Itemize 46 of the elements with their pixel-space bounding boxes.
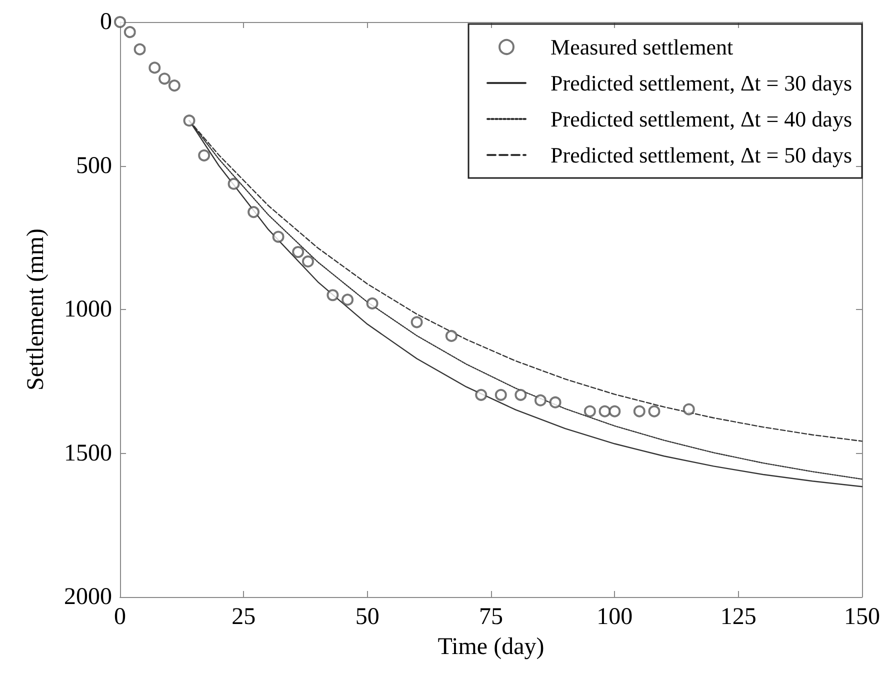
point — [494, 388, 507, 401]
point — [445, 330, 458, 342]
y-tick-label: 0 — [100, 9, 112, 35]
point — [514, 388, 527, 401]
legend-label: Predicted settlement, Δt = 40 days — [550, 106, 852, 132]
legend-label: Predicted settlement, Δt = 30 days — [550, 70, 852, 96]
point — [342, 294, 354, 306]
point — [228, 178, 240, 190]
point — [598, 405, 611, 418]
point — [124, 26, 136, 38]
point — [148, 62, 161, 74]
point — [198, 149, 210, 162]
point — [549, 396, 562, 408]
x-tick-label: 75 — [479, 604, 503, 630]
point — [534, 394, 546, 406]
point — [648, 405, 660, 418]
point — [168, 80, 180, 92]
legend-label: Measured settlement — [550, 34, 734, 60]
y-tick-label: 2000 — [64, 584, 112, 610]
y-tick-label: 1500 — [64, 440, 112, 466]
y-tick-label: 500 — [76, 152, 112, 179]
legend-label: Predicted settlement, Δt = 50 days — [550, 142, 852, 168]
point — [114, 16, 126, 28]
x-tick-label: 25 — [232, 604, 256, 630]
point — [302, 255, 314, 268]
y-tick-label: 1000 — [64, 296, 112, 322]
point — [584, 405, 596, 418]
x-tick-label: 150 — [844, 604, 880, 630]
y-axis-title: Settlement (mm) — [23, 228, 49, 390]
point — [410, 316, 423, 328]
point — [248, 206, 260, 218]
point — [134, 43, 146, 56]
x-axis-title: Time (day) — [438, 634, 544, 660]
x-tick-label: 50 — [355, 604, 380, 630]
point — [366, 297, 378, 310]
point — [292, 246, 304, 258]
x-tick-label: 125 — [720, 604, 756, 630]
point — [633, 405, 646, 418]
point — [608, 405, 621, 418]
point — [326, 289, 339, 302]
point — [682, 403, 695, 416]
point — [158, 72, 171, 85]
point — [475, 388, 488, 401]
x-tick-label: 100 — [596, 604, 633, 630]
point — [183, 114, 196, 127]
point — [272, 230, 284, 243]
